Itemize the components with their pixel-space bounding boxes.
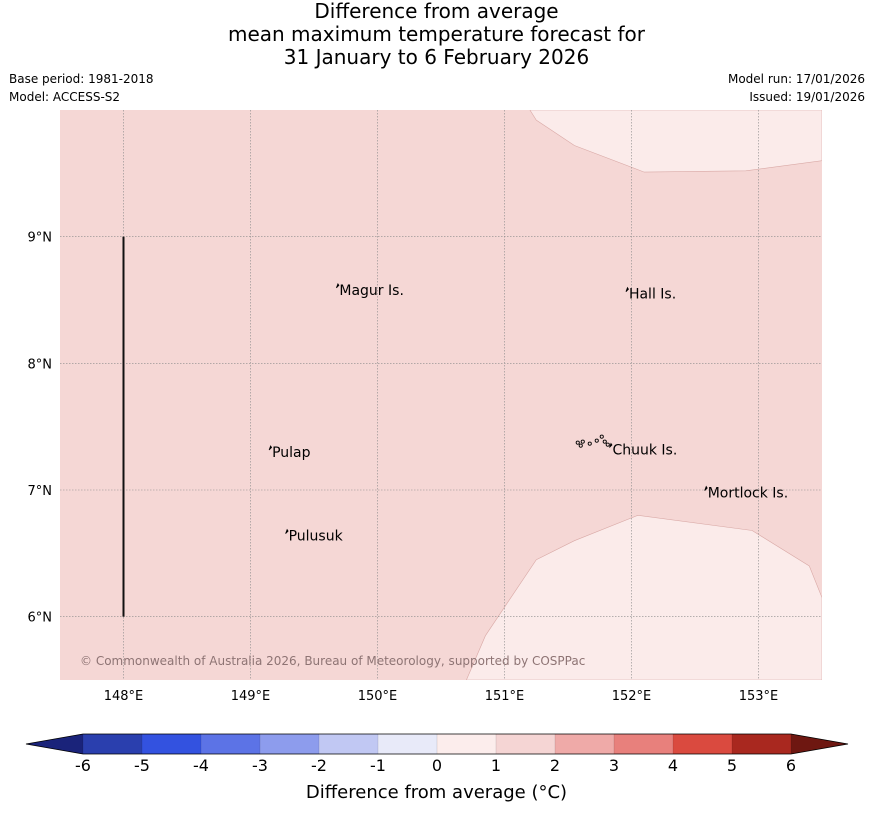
atoll-islet: [594, 438, 599, 443]
atoll-islet: [605, 442, 610, 447]
place-label: Mortlock Is.: [708, 486, 788, 502]
lat-tick-label: 6°N: [28, 611, 53, 626]
colorbar-segment: [319, 734, 379, 754]
island-marker: [704, 485, 708, 491]
colorbar-tick-label: 1: [491, 756, 501, 775]
island-marker: [625, 286, 629, 292]
colorbar-tick-label: -1: [370, 756, 386, 775]
island-marker: [609, 442, 613, 448]
colorbar-segment: [142, 734, 202, 754]
copyright-text: © Commonwealth of Australia 2026, Bureau…: [80, 654, 585, 668]
place-label: Pulusuk: [289, 529, 344, 545]
colorbar-segment: [437, 734, 497, 754]
lon-tick-label: 150°E: [358, 689, 398, 704]
island-marker: [285, 528, 289, 534]
colorbar-under-arrow: [26, 734, 83, 754]
base-period: Base period: 1981-2018: [9, 72, 154, 86]
lon-tick-label: 152°E: [612, 689, 652, 704]
title-line-3: 31 January to 6 February 2026: [283, 45, 590, 69]
colorbar-label: Difference from average (°C): [305, 782, 568, 803]
colorbar-outline: [25, 733, 849, 755]
south-east-cooler-region: [466, 514, 822, 680]
title-line-1: Difference from average: [314, 0, 559, 23]
colorbar-tick-label: -5: [134, 756, 150, 775]
model-run: Model run: 17/01/2026: [727, 72, 865, 86]
atoll-islet: [599, 434, 604, 439]
colorbar-tick-label: 3: [609, 756, 619, 775]
chart-title: Difference from average mean maximum tem…: [0, 0, 873, 69]
contour-layer: [466, 110, 822, 680]
colorbar-segment: [496, 734, 556, 754]
chuuk-atoll: [575, 434, 610, 448]
lat-tick-label: 8°N: [28, 357, 53, 372]
colorbar-tick-label: -4: [193, 756, 209, 775]
colorbar-segment: [732, 734, 792, 754]
atoll-islet: [575, 440, 580, 445]
issued-date: Issued: 19/01/2026: [749, 90, 865, 104]
place-label: Hall Is.: [629, 287, 676, 303]
meta-right: Model run: 17/01/2026 Issued: 19/01/2026: [728, 70, 865, 106]
lon-tick-label: 148°E: [104, 689, 144, 704]
place-label: Chuuk Is.: [612, 442, 677, 458]
model-name: Model: ACCESS-S2: [9, 90, 121, 104]
atoll-islet: [587, 441, 592, 446]
title-line-2: mean maximum temperature forecast for: [227, 22, 645, 46]
colorbar-segment: [555, 734, 615, 754]
colorbar-over-arrow: [791, 734, 848, 754]
atoll-islet: [580, 439, 585, 444]
colorbar-tick-label: 5: [727, 756, 737, 775]
colorbar-tick-label: 4: [668, 756, 678, 775]
colorbar-segment: [83, 734, 143, 754]
place-label: Pulap: [272, 445, 311, 461]
lon-tick-label: 149°E: [231, 689, 271, 704]
lon-tick-label: 153°E: [739, 689, 779, 704]
colorbar-segment: [614, 734, 674, 754]
colorbar-segment: [378, 734, 438, 754]
colorbar-segment: [260, 734, 320, 754]
atoll-islet: [578, 443, 583, 448]
lon-tick-label: 151°E: [485, 689, 525, 704]
lat-tick-label: 7°N: [28, 484, 53, 499]
colorbar-tick-label: 0: [432, 756, 442, 775]
colorbar-tick-label: -6: [75, 756, 91, 775]
colorbar-tick-label: -2: [311, 756, 327, 775]
place-label: Magur Is.: [339, 283, 404, 299]
island-marker: [268, 445, 273, 451]
island-marker: [336, 282, 340, 289]
colorbar-tick-label: 2: [550, 756, 560, 775]
colorbar-segment: [673, 734, 733, 754]
colorbar-segment: [201, 734, 261, 754]
lat-tick-label: 9°N: [28, 231, 53, 246]
atoll-islet: [602, 439, 607, 444]
colorbar-tick-label: 6: [786, 756, 796, 775]
north-east-cooler-region: [529, 110, 822, 173]
meta-left: Base period: 1981-2018 Model: ACCESS-S2: [9, 70, 154, 106]
colorbar-tick-label: -3: [252, 756, 268, 775]
